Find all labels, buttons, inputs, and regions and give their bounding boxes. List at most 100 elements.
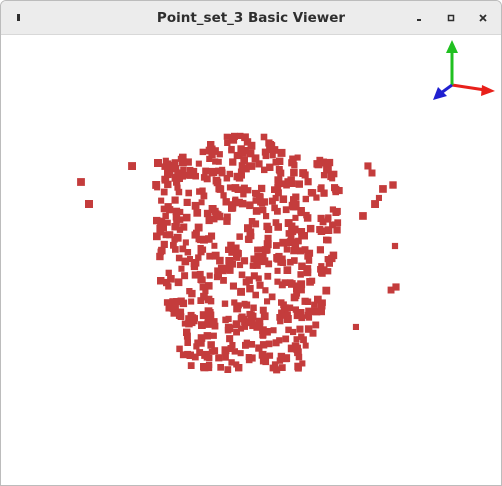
- point: [157, 277, 165, 285]
- point: [266, 163, 274, 171]
- point: [269, 152, 276, 159]
- point: [322, 286, 331, 295]
- point: [161, 225, 167, 232]
- point: [269, 364, 277, 372]
- minimize-button[interactable]: [409, 8, 429, 28]
- point: [239, 149, 247, 157]
- point: [304, 178, 312, 186]
- maximize-icon: [446, 13, 456, 23]
- point: [283, 246, 290, 253]
- point: [175, 254, 183, 262]
- point: [85, 200, 93, 208]
- point: [246, 284, 254, 293]
- point: [298, 333, 305, 340]
- point: [231, 184, 240, 192]
- point: [237, 132, 244, 139]
- point: [287, 258, 294, 266]
- point: [158, 246, 166, 255]
- point: [200, 363, 208, 371]
- point: [285, 326, 292, 334]
- point: [253, 324, 261, 331]
- point: [255, 344, 263, 352]
- maximize-button[interactable]: [441, 8, 461, 28]
- point: [184, 339, 191, 346]
- point: [299, 169, 308, 177]
- point: [270, 146, 279, 154]
- point: [278, 299, 285, 306]
- point: [240, 156, 248, 165]
- 3d-viewport[interactable]: [1, 35, 501, 485]
- point: [172, 207, 181, 216]
- point: [240, 315, 248, 323]
- point: [203, 175, 211, 183]
- window-menu-button[interactable]: [9, 8, 29, 28]
- point: [318, 184, 325, 191]
- point: [240, 184, 248, 192]
- point: [211, 242, 218, 249]
- point: [247, 316, 256, 325]
- point: [236, 233, 243, 240]
- point: [252, 197, 259, 204]
- point: [174, 184, 181, 191]
- point: [224, 366, 232, 373]
- point: [260, 206, 267, 214]
- point: [168, 162, 176, 170]
- point: [204, 307, 213, 316]
- point: [262, 152, 270, 160]
- point: [179, 245, 187, 253]
- point: [208, 170, 216, 177]
- point: [320, 189, 328, 197]
- point: [293, 312, 301, 320]
- point: [194, 339, 201, 346]
- point: [246, 149, 255, 158]
- point: [302, 195, 309, 203]
- point: [331, 184, 339, 192]
- point: [210, 318, 218, 326]
- point: [173, 178, 181, 186]
- point: [229, 282, 237, 290]
- point: [312, 321, 320, 329]
- point: [189, 316, 198, 325]
- point: [257, 193, 264, 200]
- point: [185, 319, 193, 328]
- point: [265, 260, 273, 268]
- point: [258, 184, 266, 193]
- point: [162, 231, 170, 239]
- point: [292, 193, 300, 201]
- point: [238, 172, 245, 179]
- point: [283, 315, 292, 323]
- point: [187, 362, 195, 369]
- point: [321, 266, 328, 273]
- point: [225, 315, 232, 322]
- point: [237, 287, 245, 296]
- point: [171, 223, 179, 231]
- point: [329, 221, 336, 229]
- point: [217, 264, 225, 272]
- close-button[interactable]: [473, 8, 493, 28]
- point: [286, 238, 295, 247]
- title-bar[interactable]: Point_set_3 Basic Viewer: [1, 1, 501, 35]
- point: [182, 213, 191, 222]
- point: [229, 204, 237, 212]
- point: [198, 340, 205, 347]
- point: [293, 284, 301, 293]
- point: [241, 133, 249, 141]
- point: [227, 345, 235, 352]
- point: [368, 169, 376, 177]
- point: [301, 246, 309, 254]
- point: [186, 172, 193, 179]
- point: [298, 287, 305, 294]
- point: [325, 164, 332, 172]
- point: [305, 307, 313, 316]
- point: [180, 223, 188, 231]
- point: [252, 189, 259, 197]
- point: [260, 353, 268, 361]
- point: [290, 168, 298, 177]
- point: [172, 246, 179, 253]
- point: [199, 283, 207, 291]
- point: [256, 281, 264, 289]
- point: [243, 339, 250, 346]
- point: [328, 254, 336, 263]
- point: [225, 257, 234, 265]
- point: [275, 166, 283, 173]
